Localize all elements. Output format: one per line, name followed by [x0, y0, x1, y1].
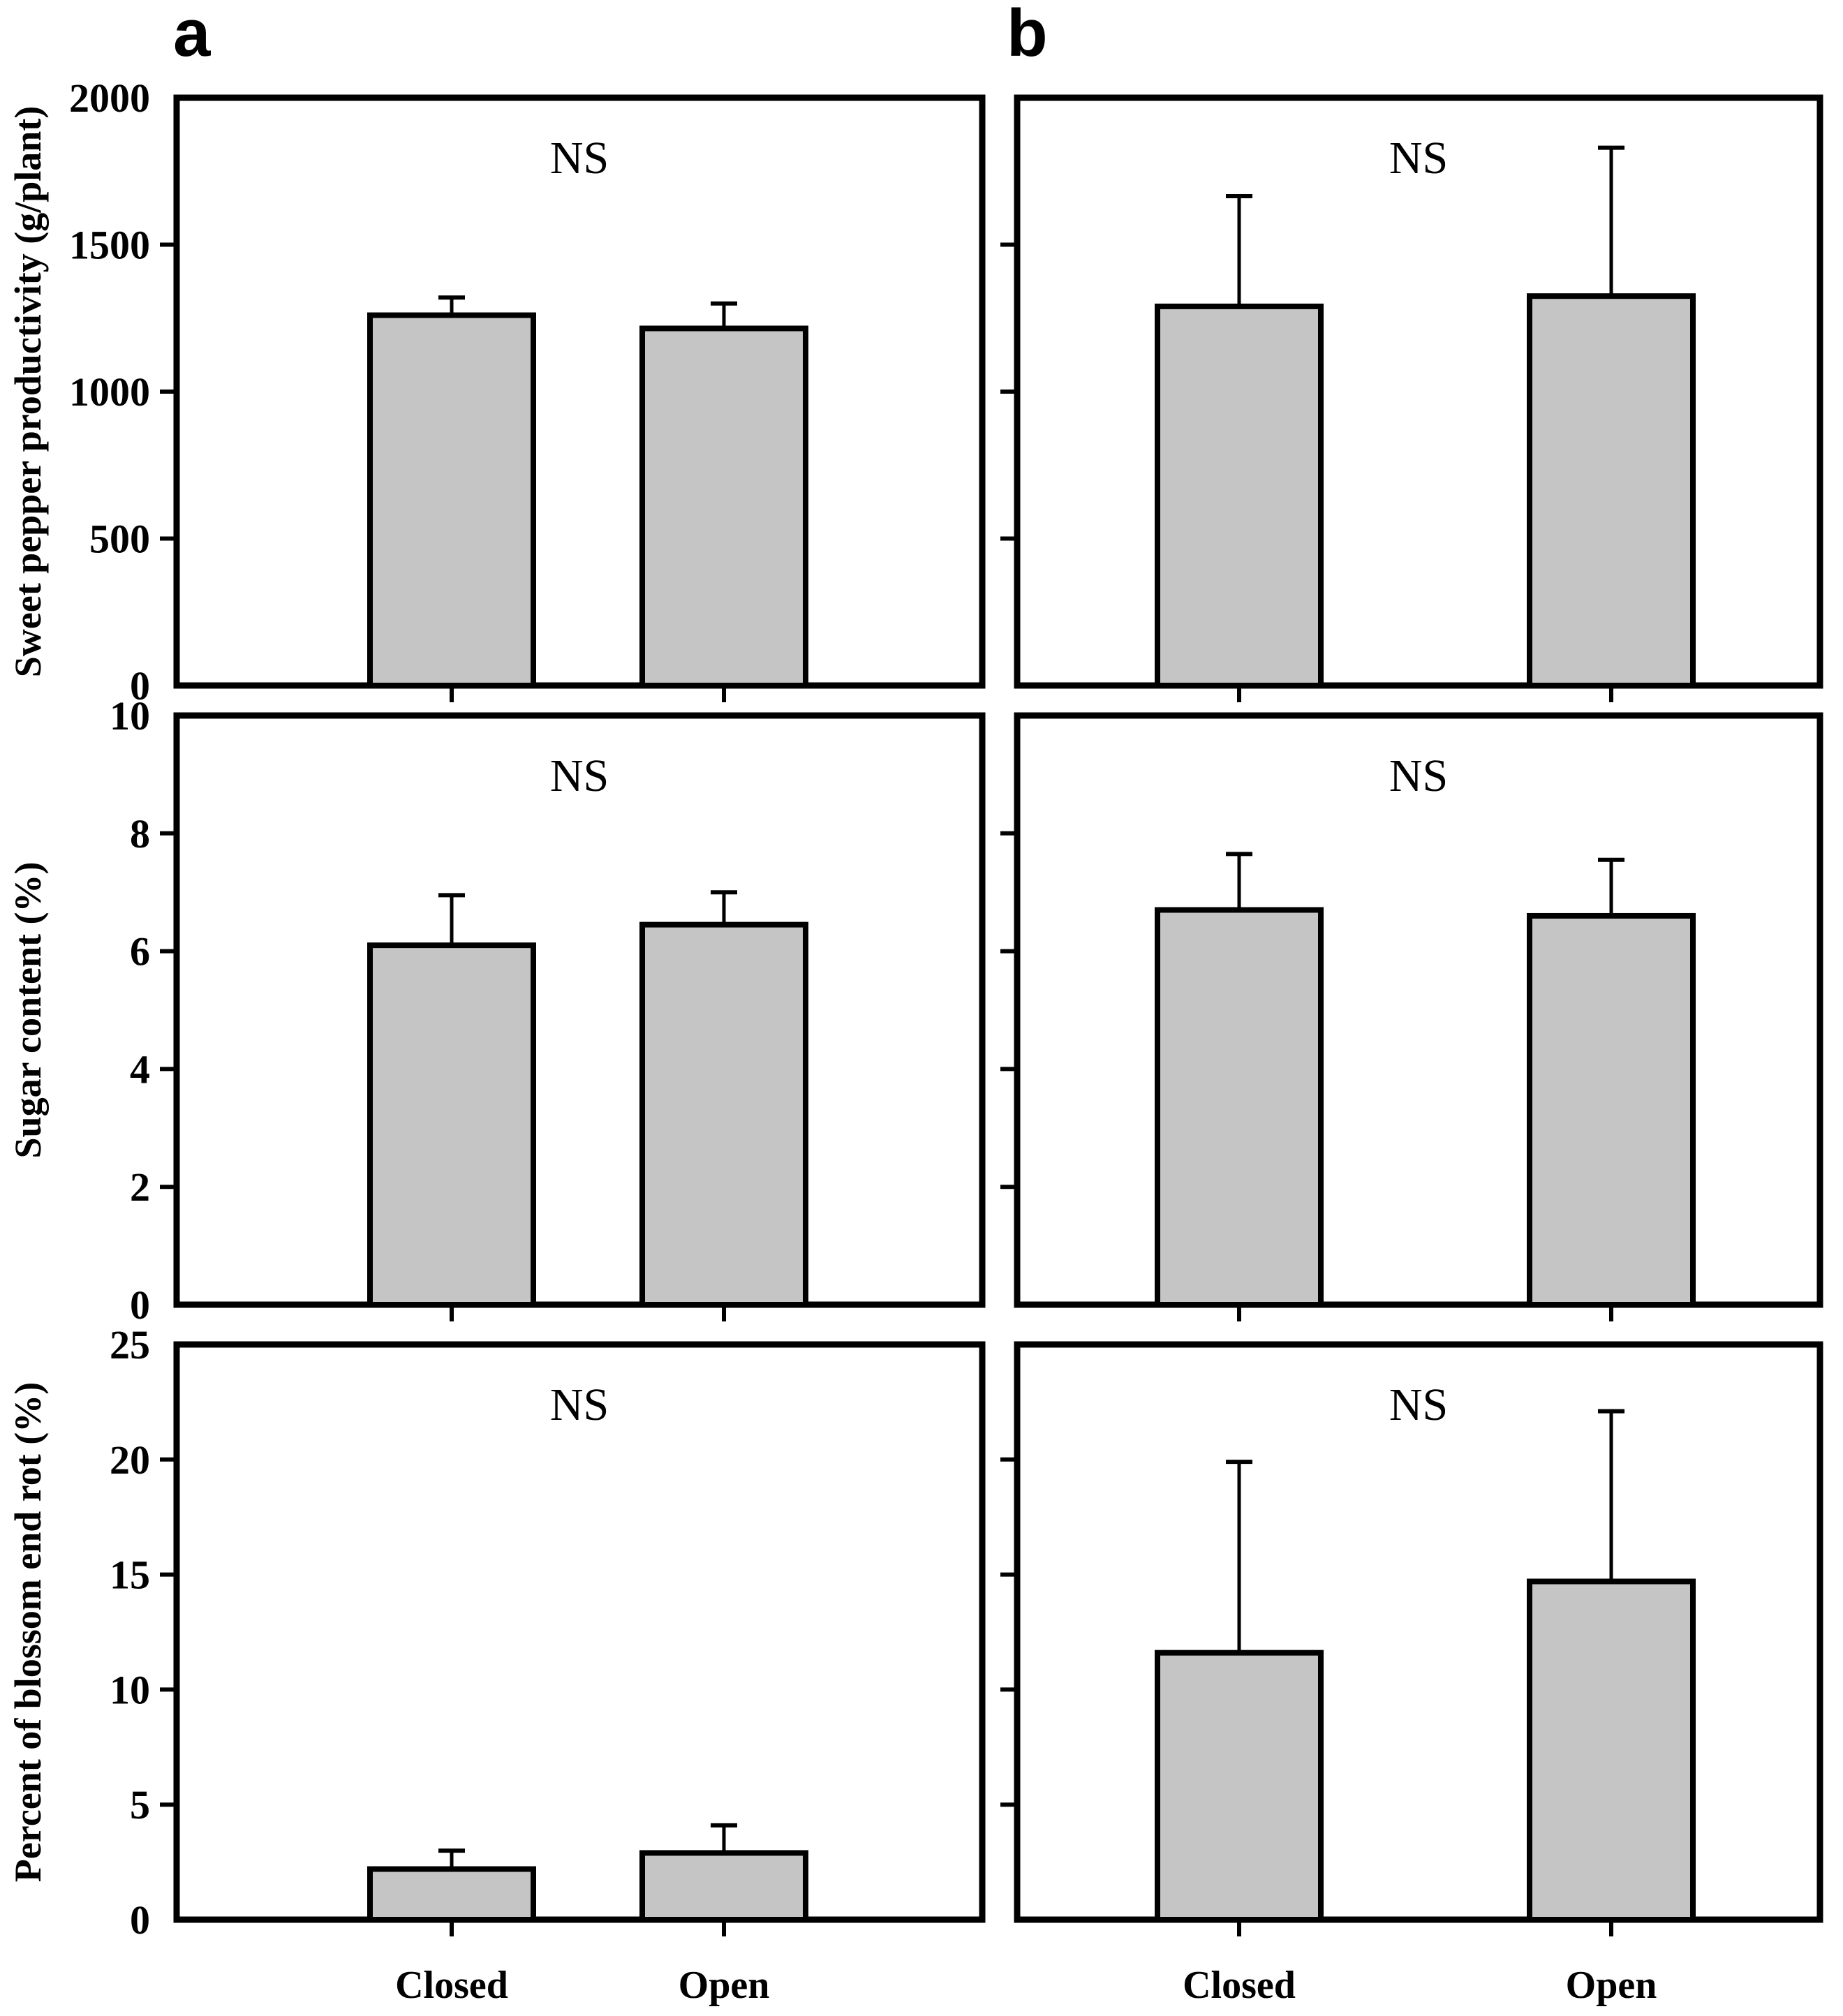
panel-a-row1: 0 500 1000 1500 2000 NS Sweet pepper productiv… [7, 75, 986, 709]
ns-annotation: NS [550, 1379, 609, 1430]
y-tick-label: 2 [130, 1164, 150, 1210]
category-label: Open [679, 1964, 770, 2007]
panel-frame [173, 712, 986, 1308]
ns-annotation: NS [1389, 133, 1448, 184]
y-tick-label: 2000 [69, 75, 150, 121]
ns-annotation: NS [550, 750, 609, 801]
bar-open [1527, 912, 1696, 1307]
y-tick-label: 0 [130, 663, 150, 709]
panel-frame [1014, 712, 1823, 1308]
y-tick-label: 0 [130, 1897, 150, 1943]
panel-label-b: b [1007, 0, 1048, 71]
y-tick-label: 1500 [69, 223, 150, 268]
ns-annotation: NS [1389, 1379, 1448, 1430]
panel-frame [1014, 1341, 1823, 1923]
bar-closed [367, 942, 536, 1308]
y-tick-label: 500 [89, 517, 150, 562]
y-tick-label: 10 [110, 1667, 150, 1712]
y-tick-label: 25 [110, 1322, 150, 1368]
panel-frame [1014, 94, 1823, 689]
y-tick-label: 0 [130, 1282, 150, 1328]
panel-b-row3: Closed Open NS [1000, 1341, 1823, 2007]
panel-a-row3: 0 5 10 15 20 25 Closed Open NS Percent of blossom… [7, 1322, 986, 2007]
panel-a-row2: 0 2 4 6 8 10 NS Sugar content (%) [7, 693, 986, 1328]
category-label: Closed [1183, 1964, 1296, 2007]
bar-closed [367, 312, 536, 689]
ns-annotation: NS [550, 133, 609, 184]
bar-closed [1155, 303, 1324, 689]
y-tick-label: 15 [110, 1552, 150, 1598]
bar-open [1527, 1578, 1696, 1923]
y-tick-label: 5 [130, 1782, 150, 1828]
y-axis-title: Sweet pepper productivity (g/plant) [7, 106, 49, 678]
panel-b-row1: NS [1000, 94, 1823, 702]
y-axis-title: Sugar content (%) [7, 862, 49, 1159]
y-tick-label: 4 [130, 1046, 150, 1092]
y-tick-label: 8 [130, 811, 150, 857]
category-label: Open [1566, 1964, 1657, 2007]
panel-b-row2: NS [1000, 712, 1823, 1321]
panel-frame [173, 1341, 986, 1923]
ns-annotation: NS [1389, 750, 1448, 801]
bar-open [639, 325, 808, 688]
y-tick-label: 1000 [69, 369, 150, 415]
panel-frame [173, 94, 986, 689]
category-label: Closed [395, 1964, 508, 2007]
y-axis-title: Percent of blossom end rot (%) [7, 1382, 49, 1882]
bar-closed [1155, 907, 1324, 1307]
bar-open [639, 921, 808, 1307]
y-tick-label: 6 [130, 929, 150, 974]
bar-closed [1155, 1650, 1324, 1923]
y-tick-label: 10 [110, 693, 150, 739]
panel-label-a: a [173, 0, 211, 71]
bar-open [639, 1850, 808, 1923]
bar-closed [367, 1866, 536, 1923]
y-tick-label: 20 [110, 1437, 150, 1483]
bar-open [1527, 293, 1696, 688]
